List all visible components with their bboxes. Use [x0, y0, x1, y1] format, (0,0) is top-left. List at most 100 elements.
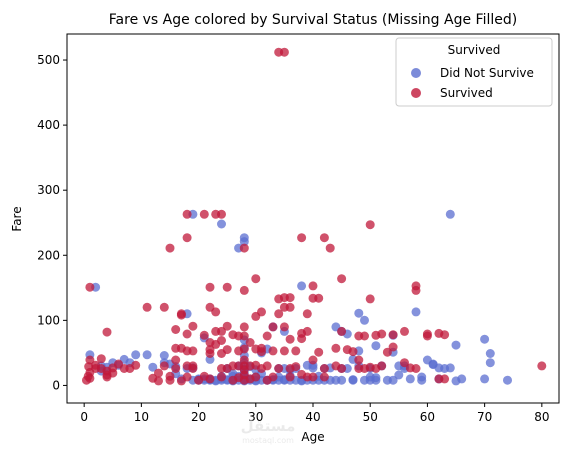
data-point	[308, 355, 318, 365]
data-point	[480, 334, 490, 344]
data-point	[85, 355, 95, 365]
data-point	[102, 327, 112, 337]
data-point	[337, 274, 347, 284]
data-point	[480, 374, 490, 384]
data-point	[411, 364, 421, 373]
data-point	[440, 330, 450, 340]
data-point	[314, 293, 324, 303]
data-point	[285, 334, 295, 344]
data-point	[371, 341, 381, 351]
legend-label-survived: Survived	[440, 86, 493, 100]
data-point	[199, 209, 209, 219]
svg-text:mostaql.com: mostaql.com	[242, 436, 294, 445]
data-point	[148, 362, 158, 372]
data-point	[319, 233, 329, 243]
data-point	[262, 331, 272, 341]
data-point	[171, 364, 181, 373]
x-tick-label: 0	[80, 410, 88, 424]
svg-text:مستقل: مستقل	[241, 417, 296, 435]
data-point	[251, 372, 261, 382]
data-point	[337, 326, 347, 336]
data-point	[96, 354, 106, 364]
data-point	[217, 372, 226, 382]
y-tick-label: 400	[37, 118, 60, 132]
data-point	[337, 375, 347, 385]
data-point	[400, 358, 409, 368]
data-point	[274, 309, 284, 319]
y-tick-label: 200	[37, 248, 60, 262]
data-point	[451, 340, 461, 350]
data-point	[400, 326, 409, 336]
data-point	[279, 322, 289, 332]
data-point	[348, 347, 358, 357]
data-point	[457, 374, 467, 384]
data-point	[279, 346, 289, 356]
y-tick-label: 500	[37, 53, 60, 67]
series-survived	[82, 47, 547, 386]
data-point	[285, 372, 295, 382]
data-point	[371, 373, 381, 383]
legend-label-did-not-survive: Did Not Survive	[440, 66, 534, 80]
data-point	[314, 347, 324, 357]
data-point	[205, 345, 215, 355]
x-axis-ticks: 0 10 20 30 40 50 60 70 80	[80, 403, 549, 424]
data-point	[394, 370, 404, 380]
data-point	[245, 338, 255, 347]
data-point	[503, 375, 512, 385]
data-point	[297, 334, 307, 344]
data-point	[217, 219, 226, 229]
x-tick-label: 10	[134, 410, 149, 424]
points-layer	[82, 47, 547, 386]
x-tick-label: 50	[363, 410, 378, 424]
y-tick-label: 100	[37, 313, 60, 327]
chart-title: Fare vs Age colored by Survival Status (…	[109, 12, 517, 28]
data-point	[239, 322, 249, 332]
x-tick-label: 30	[248, 410, 263, 424]
data-point	[537, 361, 547, 371]
data-point	[354, 308, 364, 318]
watermark-logo: مستقل mostaql.com	[241, 417, 296, 445]
data-point	[257, 347, 266, 357]
legend-box	[395, 37, 553, 107]
data-point	[377, 329, 387, 339]
data-point	[217, 336, 226, 345]
data-point	[159, 361, 169, 371]
data-point	[159, 302, 169, 312]
data-point	[171, 325, 181, 334]
data-point	[285, 302, 295, 312]
data-point	[308, 372, 318, 382]
y-tick-label: 0	[52, 378, 60, 392]
data-point	[222, 345, 232, 355]
data-point	[291, 362, 301, 372]
data-point	[251, 274, 261, 284]
data-point	[268, 346, 278, 356]
data-point	[85, 282, 95, 292]
data-point	[257, 307, 266, 317]
data-point	[422, 329, 432, 339]
y-tick-label: 300	[37, 183, 60, 197]
data-point	[165, 375, 175, 385]
data-point	[159, 351, 169, 360]
data-point	[360, 331, 369, 341]
data-point	[285, 293, 295, 303]
data-point	[365, 220, 375, 230]
data-point	[302, 326, 312, 336]
data-point	[308, 281, 318, 291]
data-point	[274, 364, 284, 373]
data-point	[165, 243, 175, 253]
y-axis-ticks: 0 100 200 300 400 500	[37, 53, 67, 392]
legend-marker-did-not-survive	[411, 68, 421, 78]
data-point	[239, 344, 249, 354]
data-point	[199, 330, 209, 340]
data-point	[440, 374, 450, 384]
data-point	[154, 368, 163, 378]
data-point	[445, 363, 455, 373]
data-point	[360, 315, 369, 325]
data-point	[319, 364, 329, 373]
x-tick-label: 70	[477, 410, 492, 424]
data-point	[365, 294, 375, 304]
data-point	[331, 343, 341, 353]
data-point	[485, 358, 495, 368]
data-point	[388, 330, 398, 340]
